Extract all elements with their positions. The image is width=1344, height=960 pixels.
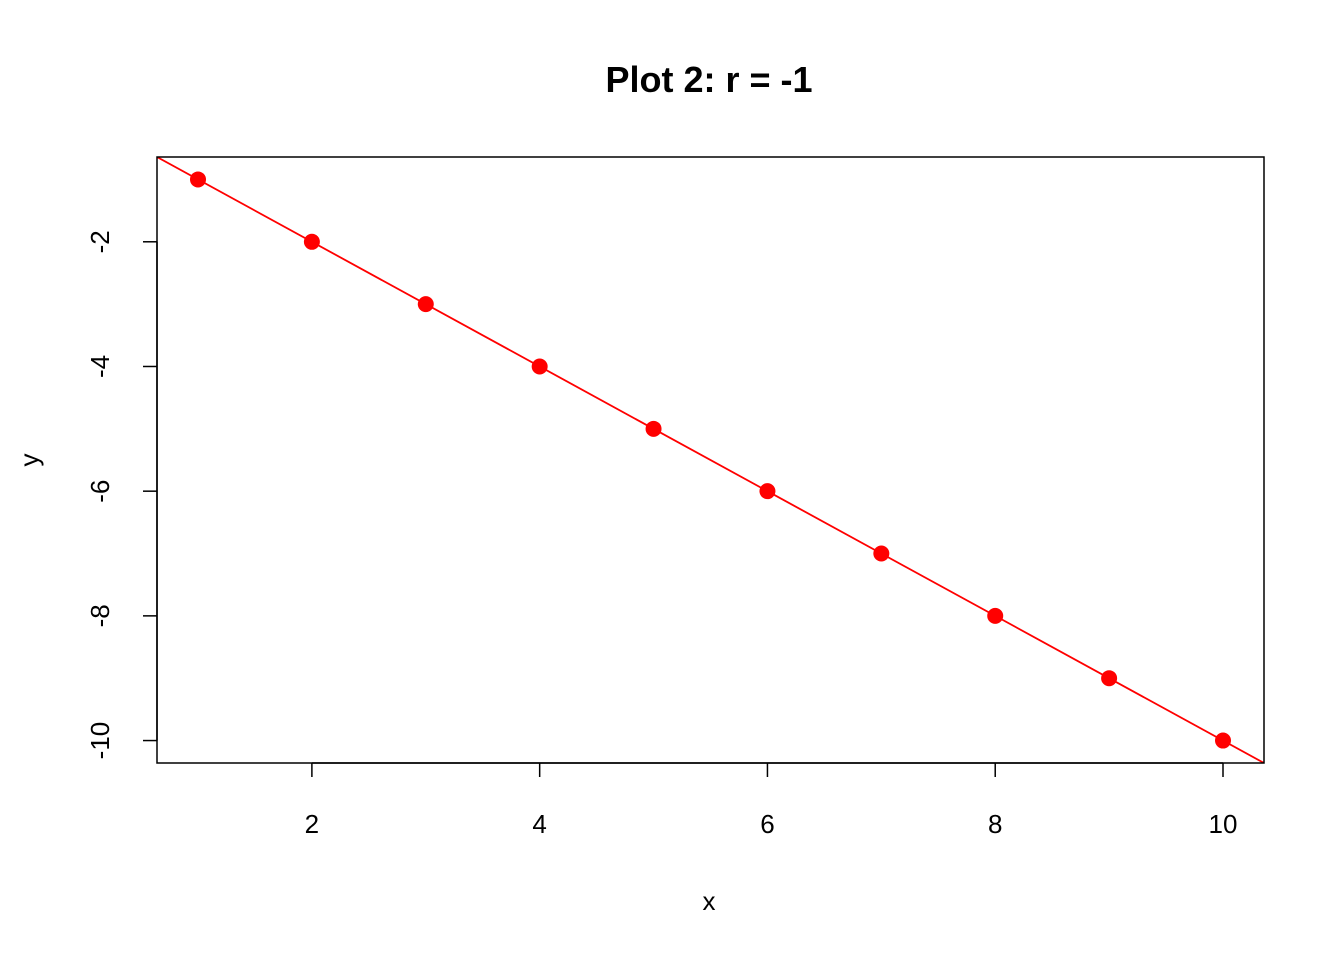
data-point <box>873 545 890 562</box>
data-point <box>531 358 548 375</box>
x-axis-label: x <box>703 886 716 916</box>
y-axis: -2 -4 -6 -8 -10 <box>85 230 158 760</box>
x-tick-label: 8 <box>988 809 1002 839</box>
y-tick-label: -8 <box>85 604 115 627</box>
data-point <box>1101 670 1118 687</box>
plot-frame <box>156 156 1265 764</box>
y-tick-label: -10 <box>85 722 115 760</box>
x-tick-label: 4 <box>532 809 546 839</box>
data-point <box>303 233 320 250</box>
data-point <box>1215 732 1231 749</box>
regression-line <box>157 157 1264 763</box>
y-tick-label: -2 <box>85 230 115 253</box>
y-tick-label: -6 <box>85 480 115 503</box>
data-point <box>417 296 434 313</box>
x-tick-label: 6 <box>760 809 774 839</box>
y-tick-label: -4 <box>85 355 115 378</box>
y-axis-label: y <box>14 454 44 467</box>
plot-area <box>157 157 1264 763</box>
x-axis: 2 4 6 8 10 <box>305 762 1238 839</box>
x-tick-label: 10 <box>1209 809 1238 839</box>
data-point <box>987 607 1004 624</box>
data-point <box>645 420 662 437</box>
data-point <box>759 483 776 500</box>
data-point <box>190 171 206 188</box>
x-tick-label: 2 <box>305 809 319 839</box>
chart-title: Plot 2: r = -1 <box>605 59 812 100</box>
